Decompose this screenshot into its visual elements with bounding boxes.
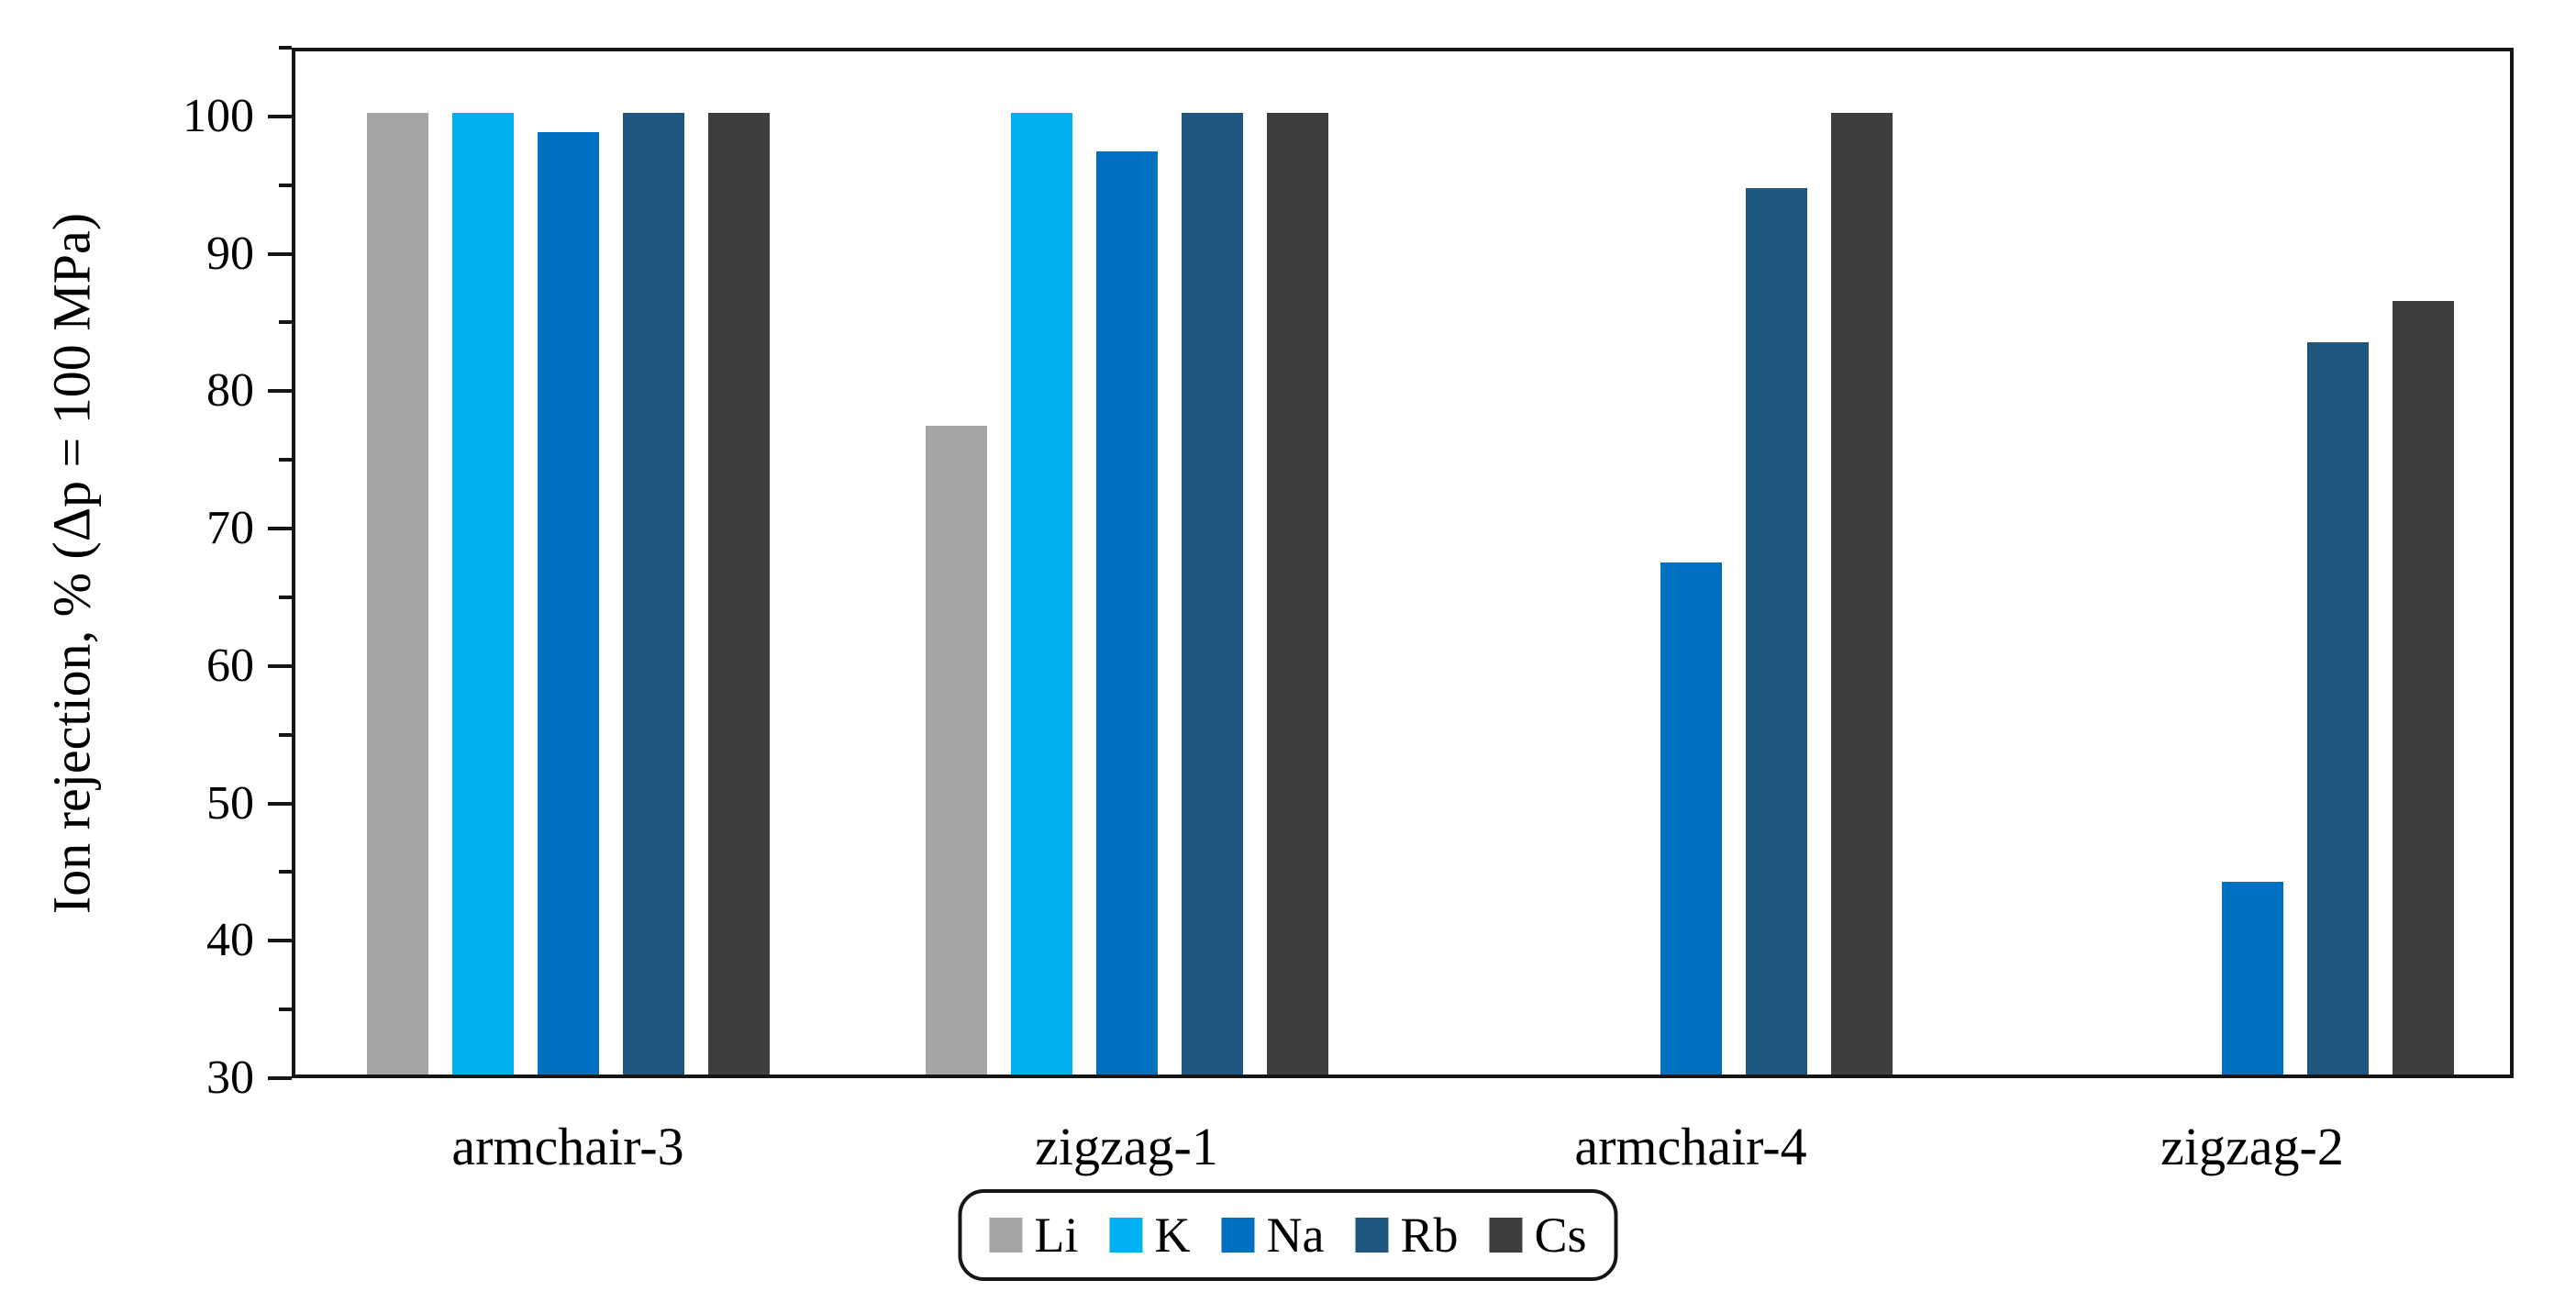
y-major-tick-40 — [268, 939, 292, 943]
bar-zigzag-2-Cs — [2392, 301, 2454, 1075]
y-tick-label-60: 60 — [206, 639, 254, 692]
bar-armchair-3-Li — [366, 112, 428, 1075]
y-minor-tick-85 — [279, 320, 292, 325]
bar-zigzag-1-Rb — [1181, 112, 1243, 1075]
bar-armchair-3-K — [451, 112, 514, 1075]
x-category-label-armchair-3: armchair-3 — [451, 1117, 684, 1176]
bar-armchair-4-Cs — [1830, 112, 1893, 1075]
bar-zigzag-2-Rb — [2306, 341, 2369, 1075]
y-major-tick-80 — [268, 389, 292, 394]
bar-armchair-4-Rb — [1745, 188, 1807, 1075]
bar-armchair-3-Na — [537, 131, 599, 1075]
legend-label-Cs: Cs — [1534, 1208, 1587, 1263]
y-minor-tick-95 — [279, 183, 292, 187]
plot-area — [292, 48, 2514, 1078]
y-tick-label-30: 30 — [206, 1052, 254, 1104]
legend-swatch-Rb — [1355, 1218, 1389, 1253]
y-major-tick-70 — [268, 527, 292, 531]
x-category-label-zigzag-1: zigzag-1 — [1035, 1117, 1218, 1176]
y-major-tick-30 — [268, 1076, 292, 1080]
y-minor-tick-55 — [279, 732, 292, 737]
legend-item-Na: Na — [1221, 1208, 1324, 1263]
bar-armchair-3-Cs — [707, 112, 770, 1075]
y-tick-label-80: 80 — [206, 364, 254, 418]
y-minor-tick-105 — [279, 46, 292, 50]
y-major-tick-100 — [268, 114, 292, 118]
bar-armchair-3-Rb — [622, 112, 684, 1075]
y-major-tick-90 — [268, 251, 292, 256]
bar-zigzag-1-Na — [1095, 150, 1158, 1075]
legend-swatch-Li — [989, 1218, 1023, 1253]
legend-label-Na: Na — [1266, 1208, 1325, 1263]
y-tick-label-50: 50 — [206, 776, 254, 830]
y-minor-tick-75 — [279, 458, 292, 462]
y-minor-tick-35 — [279, 1008, 292, 1012]
legend-item-Rb: Rb — [1355, 1208, 1458, 1263]
bar-zigzag-1-Cs — [1266, 112, 1328, 1075]
legend-swatch-K — [1109, 1218, 1143, 1253]
legend-label-K: K — [1154, 1208, 1191, 1263]
y-tick-label-100: 100 — [183, 89, 254, 142]
legend-item-Cs: Cs — [1489, 1208, 1587, 1263]
legend: Li K Na Rb Cs — [958, 1189, 1618, 1281]
y-tick-label-90: 90 — [206, 227, 254, 280]
y-major-tick-50 — [268, 801, 292, 806]
y-minor-tick-45 — [279, 870, 292, 874]
y-minor-tick-65 — [279, 595, 292, 599]
legend-swatch-Na — [1221, 1218, 1255, 1253]
y-tick-label-40: 40 — [206, 914, 254, 967]
y-tick-label-70: 70 — [206, 502, 254, 555]
bar-zigzag-2-Na — [2221, 882, 2283, 1075]
legend-label-Rb: Rb — [1400, 1208, 1459, 1263]
legend-item-Li: Li — [989, 1208, 1078, 1263]
bar-zigzag-1-K — [1010, 112, 1072, 1075]
bar-armchair-4-Na — [1660, 562, 1722, 1075]
legend-swatch-Cs — [1489, 1218, 1523, 1253]
legend-label-Li: Li — [1034, 1208, 1079, 1263]
legend-item-K: K — [1109, 1208, 1190, 1263]
x-category-label-armchair-4: armchair-4 — [1574, 1117, 1807, 1176]
x-category-label-zigzag-2: zigzag-2 — [2160, 1117, 2344, 1176]
y-major-tick-60 — [268, 663, 292, 668]
bar-zigzag-1-Li — [925, 426, 987, 1075]
